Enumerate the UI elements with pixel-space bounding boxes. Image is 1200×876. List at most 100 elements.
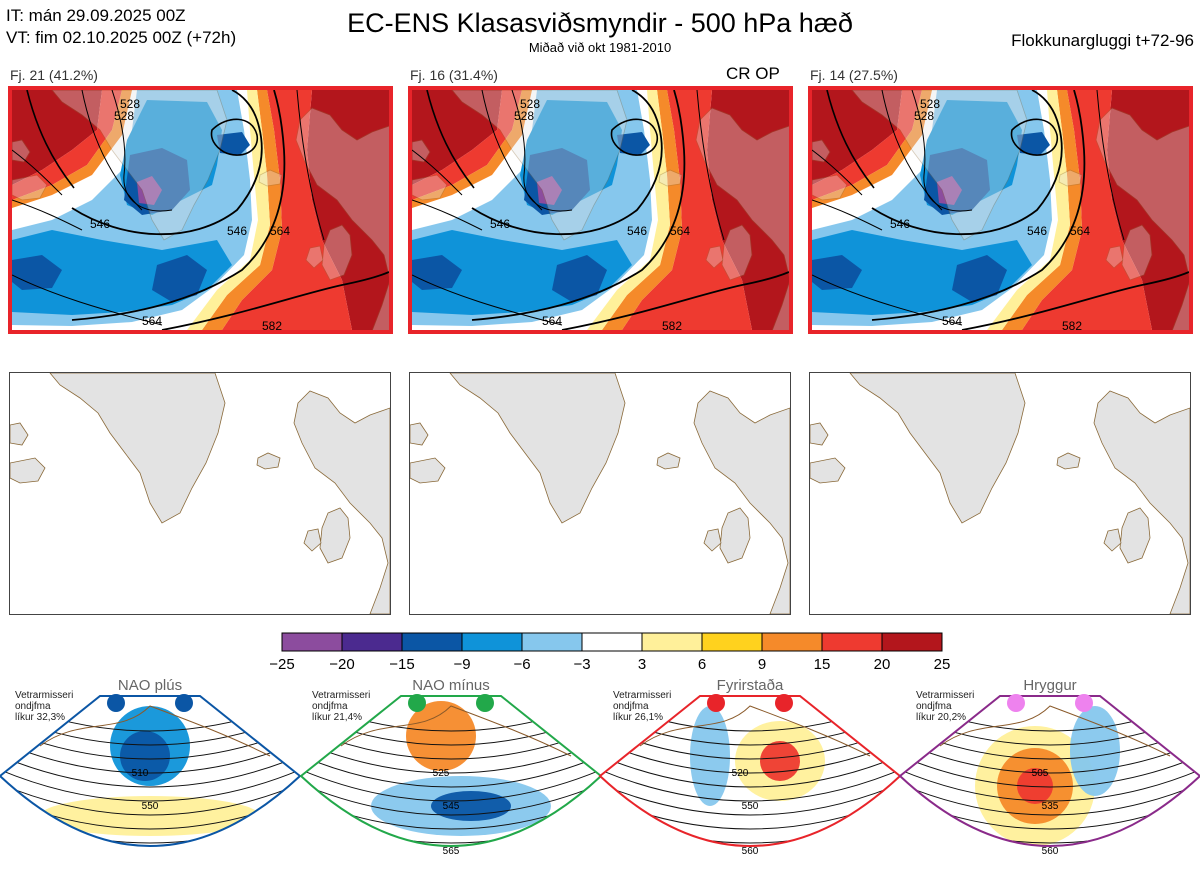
regime-contour-label: 525 [433, 768, 450, 779]
land-shape-4 [1058, 169, 1083, 187]
vt-line: VT: fim 02.10.2025 00Z (+72h) [6, 28, 237, 47]
anomaly-band-1 [812, 90, 922, 200]
height-contour-4 [412, 274, 563, 326]
land-shape-4 [658, 169, 683, 187]
land-shape-6 [12, 174, 48, 201]
regime-anomaly-blob [690, 706, 730, 806]
colorbar-segment-4 [521, 632, 583, 652]
height-contour-0 [426, 90, 475, 189]
colorbar-tick-label: 9 [757, 656, 767, 673]
contour-label: 528 [520, 97, 540, 111]
anomaly-band-5 [602, 90, 682, 330]
height-contour-1 [481, 90, 543, 211]
height-contour-2 [511, 90, 573, 212]
panel-1-label: Fj. 21 (41.2%) [10, 67, 98, 83]
regime-marker [175, 694, 193, 712]
colorbar-segment-7 [701, 632, 763, 652]
anomaly-band-5 [1002, 90, 1082, 330]
land-shape-3 [703, 528, 722, 552]
anomaly-band-11 [552, 255, 607, 302]
height-contour-6 [161, 271, 389, 330]
land-shape-6 [812, 174, 848, 201]
height-contour-9 [12, 199, 83, 231]
regime-contour-label: 550 [742, 801, 759, 812]
height-contour-2 [111, 90, 173, 212]
height-contour-0 [826, 90, 875, 189]
anomaly-band-14 [217, 132, 250, 155]
regime-contour-label: 520 [732, 768, 749, 779]
height-contour-6 [561, 271, 789, 330]
anomaly-band-4 [622, 90, 752, 330]
cluster-panel-2: 546 528 546 564 564 582 528 [408, 86, 793, 334]
empty-map-panel-3 [809, 372, 1191, 615]
regime-anomaly-blob [406, 701, 476, 771]
regime-fan-border [0, 695, 302, 847]
land-shape-6 [810, 457, 846, 484]
page-title: EC-ENS Klasasviðsmyndir - 500 hPa hæð [347, 8, 853, 38]
contour-label: 564 [142, 314, 162, 328]
land-map-1 [10, 373, 390, 614]
land-shape-0 [451, 90, 628, 241]
land-shape-5 [12, 139, 31, 163]
regime-3-name: Fyrirstaða [716, 677, 784, 694]
regime-contour [0, 774, 300, 816]
contour-label: 528 [120, 97, 140, 111]
regime-coastline [340, 705, 572, 757]
height-contour-8 [210, 118, 258, 156]
land-shape-1 [1093, 390, 1190, 614]
anomaly-band-1 [412, 90, 522, 200]
height-contour-7 [296, 90, 325, 241]
land-shape-2 [321, 224, 353, 281]
regime-contour-label: 565 [443, 846, 460, 857]
height-contour-5 [471, 90, 686, 321]
colorbar-tick-label: 25 [933, 656, 951, 673]
colorbar-segment-2 [401, 632, 463, 652]
anomaly-band-13 [937, 176, 962, 205]
colorbar-segment-0 [281, 632, 343, 652]
empty-map-panel-2 [409, 372, 791, 615]
anomaly-band-11 [952, 255, 1007, 302]
colorbar [281, 632, 943, 652]
anomaly-band-14 [1017, 132, 1050, 155]
land-shape-4 [258, 169, 283, 187]
land-map-3 [810, 373, 1190, 614]
regime-contour-label: 560 [742, 846, 759, 857]
contour-label: 546 [1027, 224, 1047, 238]
regime-contour [900, 746, 1200, 788]
regime-contour-label: 505 [1032, 768, 1049, 779]
colorbar-tick-label: −9 [453, 656, 471, 673]
land-shape-5 [810, 422, 829, 446]
height-contour-10 [412, 149, 463, 196]
regime-contour [600, 746, 900, 788]
height-contour-4 [812, 274, 963, 326]
colorbar-segment-10 [881, 632, 943, 652]
regime-1-name: NAO plús [117, 677, 183, 694]
land-shape-3 [705, 245, 724, 269]
height-contour-9 [812, 199, 883, 231]
land-shape-1 [693, 390, 790, 614]
land-shape-3 [305, 245, 324, 269]
regime-row: 510 550 525 545 565 520 550 560 505 535 560 [0, 676, 1200, 871]
land-shape-0 [49, 373, 226, 524]
anomaly-band-3 [307, 90, 389, 330]
land-shape-1 [1095, 107, 1189, 330]
cluster-panel-1: 546 528 546 564 564 582 528 [8, 86, 393, 334]
height-contour-8 [610, 118, 658, 156]
regime-4-name: Hryggur [1023, 677, 1077, 694]
height-contour-7 [696, 90, 725, 241]
regime-anomaly-blob [40, 796, 260, 836]
height-contour-3 [71, 90, 263, 236]
regime-fan-1: 510 550 [0, 694, 302, 847]
land-shape-2 [1119, 507, 1151, 564]
regime-4-info: Vetrarmisseri ondjfma líkur 20,2% [916, 690, 975, 723]
header-dates: IT: mán 29.09.2025 00Z VT: fim 02.10.202… [6, 5, 236, 49]
height-contour-10 [812, 149, 863, 196]
contour-label: 582 [1062, 319, 1082, 330]
regime-marker [476, 694, 494, 712]
regime-contour [900, 760, 1200, 802]
land-shape-6 [410, 457, 446, 484]
anomaly-band-14 [617, 132, 650, 155]
regime-coastline [639, 705, 871, 757]
regime-contour-label: 535 [1042, 801, 1059, 812]
land-shape-0 [449, 373, 626, 524]
